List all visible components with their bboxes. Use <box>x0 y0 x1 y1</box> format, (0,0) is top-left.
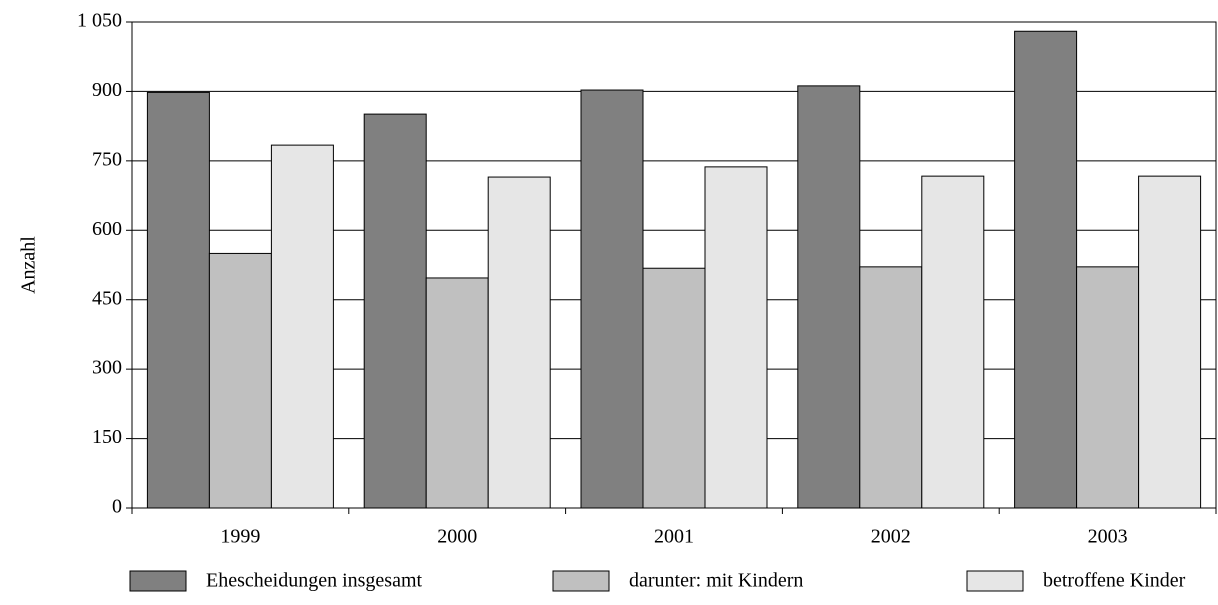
bar <box>1138 175 1202 509</box>
bar <box>270 144 334 509</box>
y-tick-label: 1 050 <box>77 10 122 32</box>
bar <box>642 267 706 509</box>
bar <box>1014 30 1078 509</box>
y-tick-label: 450 <box>92 287 122 309</box>
legend-label: betroffene Kinder <box>1043 570 1186 592</box>
y-tick-label: 0 <box>112 496 122 518</box>
bar <box>704 166 768 509</box>
bar <box>1076 266 1140 509</box>
y-tick-label: 150 <box>92 426 122 448</box>
x-tick-label: 2003 <box>1088 526 1128 548</box>
x-tick-label: 2001 <box>654 526 694 548</box>
y-tick-label: 300 <box>92 357 122 379</box>
bar <box>859 266 923 509</box>
y-tick-label: 750 <box>92 148 122 170</box>
legend-swatch <box>129 570 187 592</box>
bar <box>580 89 644 509</box>
y-axis-label: Anzahl <box>18 236 40 294</box>
legend-label: darunter: mit Kindern <box>629 570 803 592</box>
y-tick-label: 600 <box>92 218 122 240</box>
bar <box>146 91 210 509</box>
y-tick-label: 900 <box>92 79 122 101</box>
bar <box>363 113 427 509</box>
bar <box>208 252 272 509</box>
bar <box>487 176 551 509</box>
bar <box>425 277 489 509</box>
legend-swatch <box>966 570 1024 592</box>
x-tick-label: 2000 <box>437 526 477 548</box>
bar <box>797 85 861 509</box>
x-tick-label: 2002 <box>871 526 911 548</box>
bar <box>921 175 985 509</box>
legend-label: Ehescheidungen insgesamt <box>206 570 422 592</box>
x-tick-label: 1999 <box>220 526 260 548</box>
legend-swatch <box>552 570 610 592</box>
